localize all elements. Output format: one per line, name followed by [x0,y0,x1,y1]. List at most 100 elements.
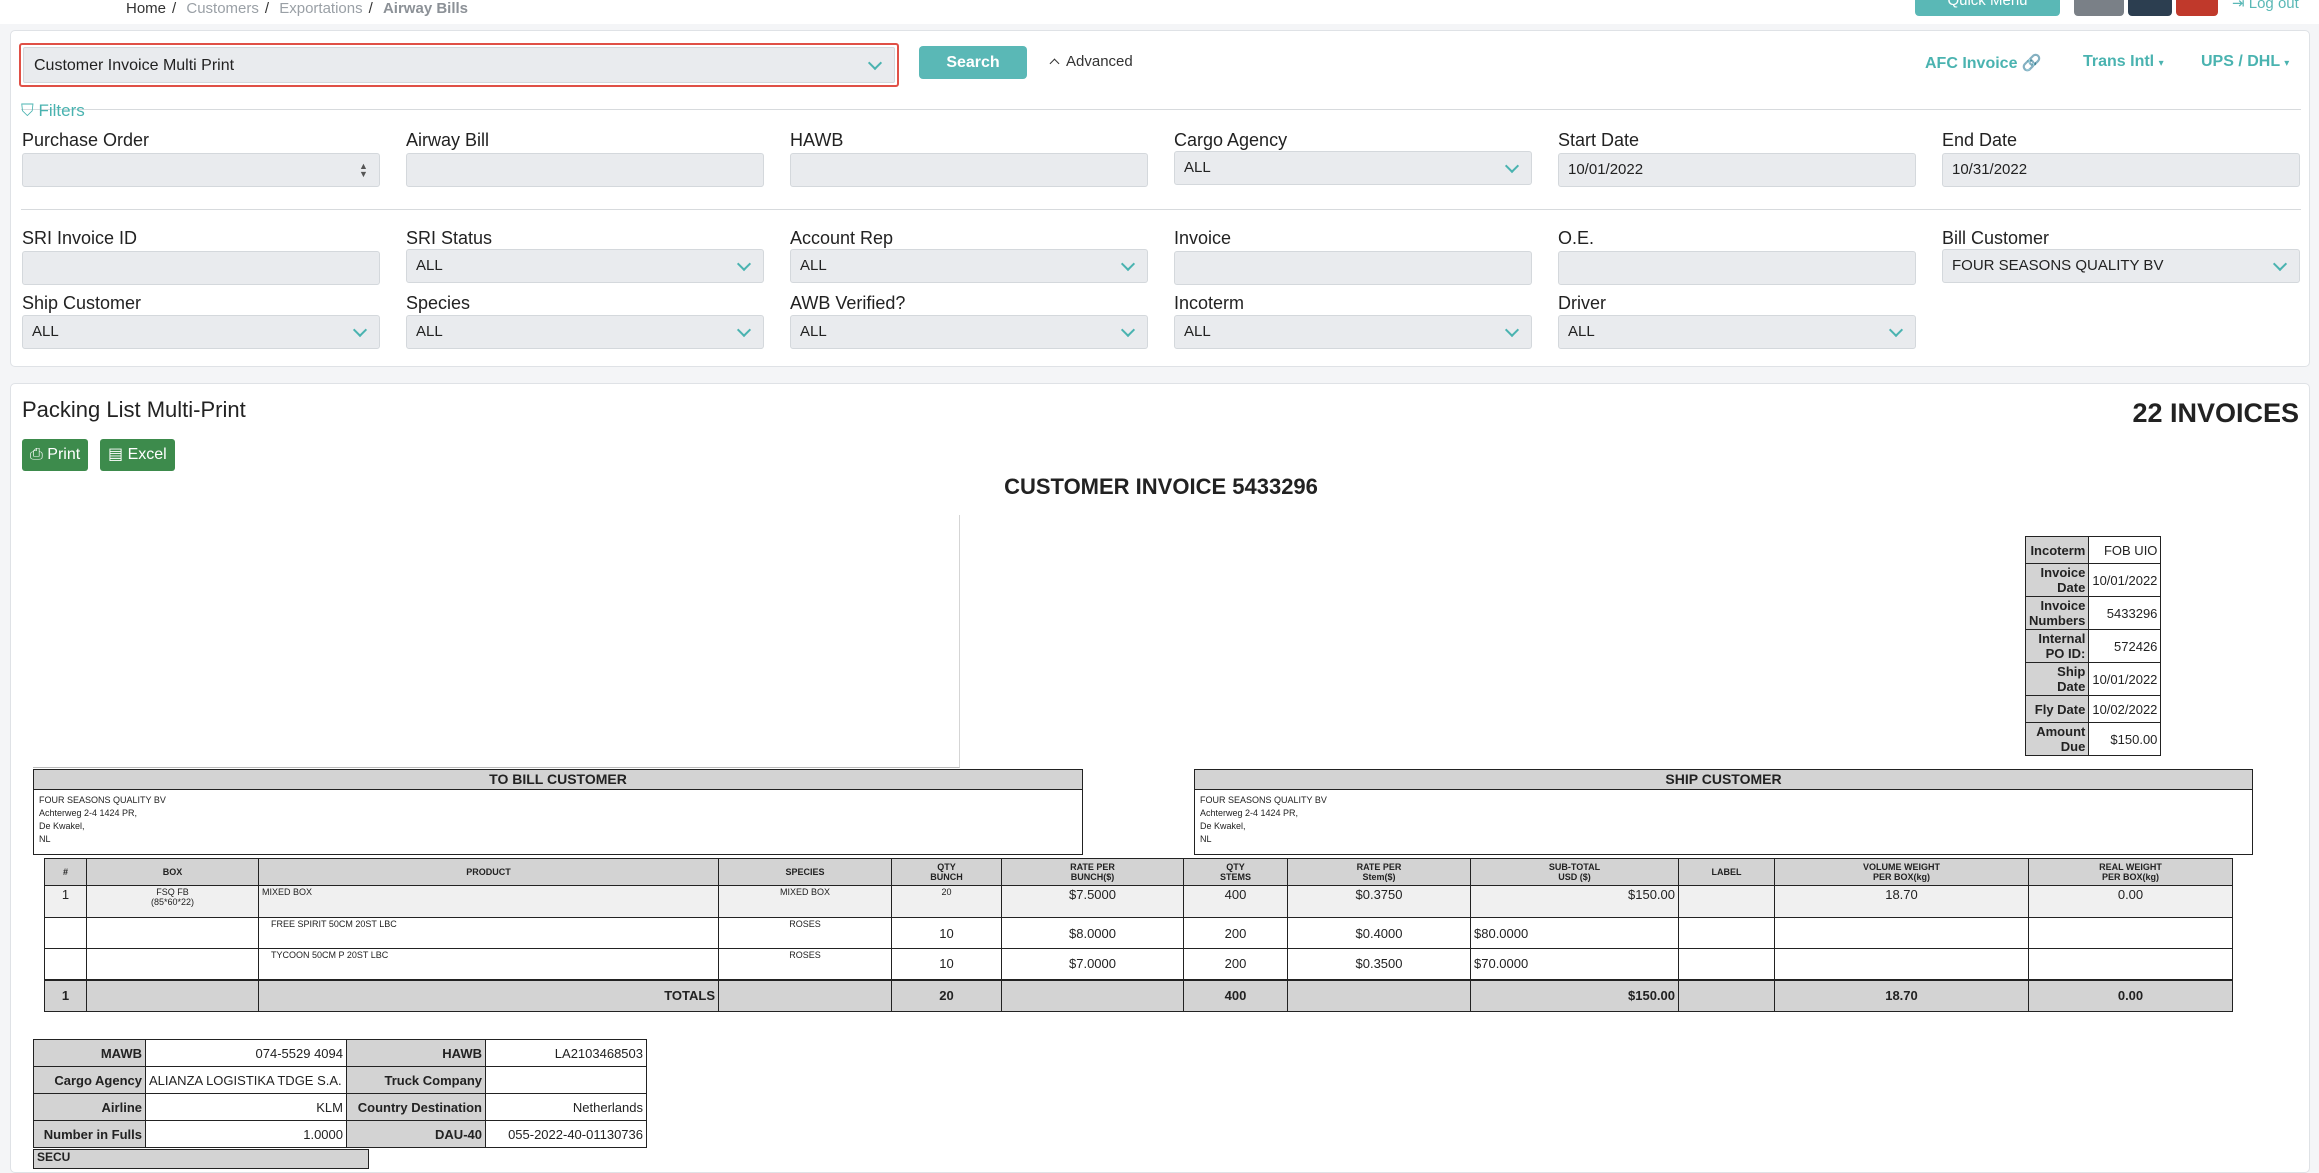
account-rep-select[interactable]: ALL [790,249,1148,283]
table-row: FREE SPIRIT 50CM 20ST LBC ROSES 10 $8.00… [44,917,2233,949]
printer-icon: ⎙ [30,446,43,463]
chevron-down-icon [1120,322,1136,338]
invoice-label: Invoice [1174,228,1232,248]
invoice-count: 22 INVOICES [2132,398,2299,428]
trans-intl-dropdown[interactable]: Trans Intl ▾ [2083,53,2164,70]
awb-verified-label: AWB Verified? [790,293,906,313]
cargo-agency-select[interactable]: ALL [1174,151,1532,185]
report-type-select[interactable]: Customer Invoice Multi Print [19,43,899,87]
language-flag-alt-button[interactable] [2176,0,2218,16]
logout-link[interactable]: ⇥ Log out [2232,0,2299,12]
print-button[interactable]: ⎙ Print [22,439,89,471]
breadcrumb-home[interactable]: Home [126,0,167,17]
chevron-down-icon [1504,322,1520,338]
account-rep-label: Account Rep [790,228,894,248]
excel-button[interactable]: ▤ Excel [100,439,175,471]
driver-select[interactable]: ALL [1558,315,1916,349]
report-type-value: Customer Invoice Multi Print [34,57,235,74]
table-row: TYCOON 50CM P 20ST LBC ROSES 10 $7.0000 … [44,948,2233,980]
chevron-down-icon [736,322,752,338]
secu-box: SECU [33,1149,369,1169]
bill-customer-box: TO BILL CUSTOMER FOUR SEASONS QUALITY BV… [33,769,1083,855]
table-row: Invoice Numbers 5433296 [2024,596,2162,630]
chevron-down-icon [1504,158,1520,174]
start-date-label: Start Date [1558,130,1640,150]
purchase-order-label: Purchase Order [22,130,150,150]
ship-customer-box: SHIP CUSTOMER FOUR SEASONS QUALITY BV Ac… [1194,769,2253,855]
advanced-toggle[interactable]: Advanced [1049,53,1133,70]
excel-file-icon: ▤ [108,446,124,463]
shipment-info-table: MAWB 074-5529 4094 HAWB LA2103468503 Cargo… [33,1039,647,1148]
table-row: Cargo Agency ALIANZA LOGISTIKA TDGE S.A. … [33,1066,647,1094]
ship-customer-select[interactable]: ALL [22,315,380,349]
table-row: Incoterm FOB UIO [2024,536,2162,564]
breadcrumb: Home / Customers / Exportations / Airway Bi… [126,0,469,17]
table-row: 1 FSQ FB (85*60*22) MIXED BOX MIXED BOX 2… [44,885,2233,918]
settings-button[interactable] [2074,0,2124,16]
invoice-title: CUSTOMER INVOICE 5433296 [1004,474,1318,499]
invoice-items-table: # BOX PRODUCT SPECIES QTY BUNCH RATE PER B… [44,858,2233,1012]
filters-toggle[interactable]: ⛉ Filters [21,101,85,120]
species-label: Species [406,293,471,313]
table-row: Internal PO ID: 572426 [2024,629,2162,663]
chevron-down-icon [867,55,883,71]
airway-bill-input[interactable] [406,153,764,187]
report-title: Packing List Multi-Print [22,397,246,422]
top-bar: Home / Customers / Exportations / Airway Bi… [0,0,2319,24]
table-row: Amount Due $150.00 [2024,722,2162,756]
species-select[interactable]: ALL [406,315,764,349]
cargo-agency-label: Cargo Agency [1174,130,1288,150]
oe-label: O.E. [1558,228,1595,248]
hawb-input[interactable] [790,153,1148,187]
end-date-label: End Date [1942,130,2018,150]
breadcrumb-current: Airway Bills [382,0,469,17]
quick-menu-button[interactable]: Quick Menu [1915,0,2060,16]
hawb-label: HAWB [790,130,844,150]
invoice-input[interactable] [1174,251,1532,285]
link-icon: 🔗 [2021,55,2042,72]
chevron-down-icon [352,322,368,338]
language-flag-button[interactable] [2128,0,2172,16]
filter-panel: Customer Invoice Multi Print Search Adva… [10,30,2310,367]
chevron-down-icon [1120,256,1136,272]
bill-customer-select[interactable]: FOUR SEASONS QUALITY BV [1942,249,2300,283]
table-row: Number in Fulls 1.0000 DAU-40 055-2022-40-… [33,1120,647,1148]
search-button[interactable]: Search [919,46,1027,79]
end-date-input[interactable]: 10/31/2022 [1942,153,2300,187]
caret-down-icon: ▾ [2158,58,2164,69]
sri-status-label: SRI Status [406,228,493,248]
chevron-down-icon [736,256,752,272]
chevron-down-icon [1888,322,1904,338]
start-date-input[interactable]: 10/01/2022 [1558,153,1916,187]
table-row: MAWB 074-5529 4094 HAWB LA2103468503 [33,1039,647,1067]
sri-invoice-id-input[interactable] [22,251,380,285]
breadcrumb-exportations[interactable]: Exportations [279,0,363,17]
incoterm-label: Incoterm [1174,293,1245,313]
table-row: Invoice Date 10/01/2022 [2024,563,2162,597]
oe-input[interactable] [1558,251,1916,285]
ups-dhl-dropdown[interactable]: UPS / DHL ▾ [2201,53,2290,70]
afc-invoice-link[interactable]: AFC Invoice 🔗 [1925,55,2042,72]
funnel-icon: ⛉ [21,101,34,120]
caret-down-icon: ▾ [2284,58,2290,69]
totals-row: 1 TOTALS 20 400 $150.00 18.70 0.00 [44,978,2233,1012]
incoterm-select[interactable]: ALL [1174,315,1532,349]
sri-status-select[interactable]: ALL [406,249,764,283]
awb-verified-select[interactable]: ALL [790,315,1148,349]
divider [21,209,2301,210]
chevron-down-icon [2272,256,2288,272]
report-panel: Packing List Multi-Print 22 INVOICES ⎙ P… [10,383,2310,1173]
table-row: Ship Date 10/01/2022 [2024,662,2162,696]
airway-bill-label: Airway Bill [406,130,490,150]
ship-customer-label: Ship Customer [22,293,142,313]
bill-customer-label: Bill Customer [1942,228,2050,248]
spinner-icon[interactable]: ▲ ▼ [359,161,368,179]
logo-area [33,515,960,768]
chevron-up-icon [1049,58,1060,69]
sri-invoice-id-label: SRI Invoice ID [22,228,138,248]
purchase-order-input[interactable]: ▲ ▼ [22,153,380,187]
table-header-row: # BOX PRODUCT SPECIES QTY BUNCH RATE PER B… [44,858,2233,886]
breadcrumb-customers[interactable]: Customers [186,0,259,17]
table-row: Airline KLM Country Destination Netherland… [33,1093,647,1121]
invoice-info-table: Incoterm FOB UIO Invoice Date 10/01/2022 I… [2024,536,2162,756]
